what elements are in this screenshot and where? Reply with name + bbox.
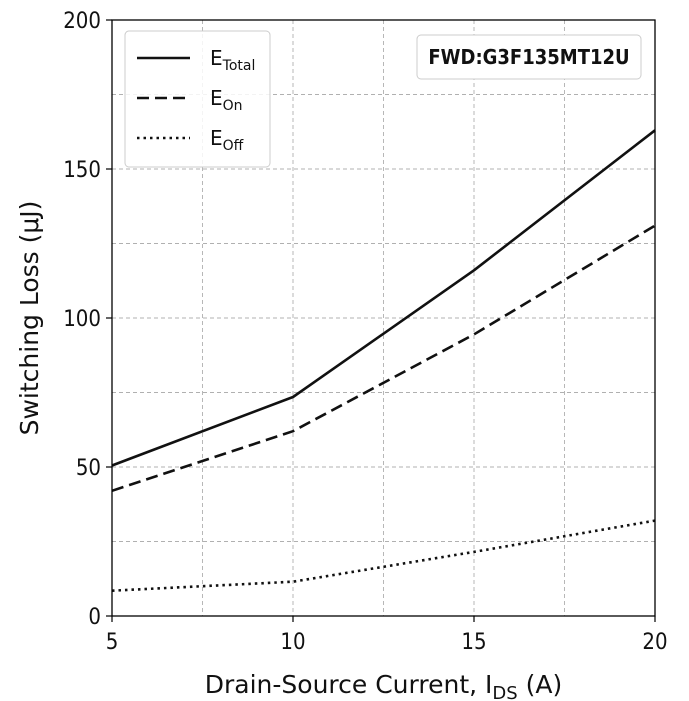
legend: ETotal EOn EOff [124,30,271,168]
legend-label-off: EOff [210,126,244,154]
x-tick-label: 5 [106,630,119,655]
device-annotation: FWD:G3F135MT12U [416,34,642,80]
y-tick-label: 150 [63,158,101,183]
y-axis-label: Switching Loss (μJ) [15,201,44,436]
series-line-total [111,129,656,467]
y-tick-label: 100 [63,307,101,332]
annotation-text: FWD:G3F135MT12U [428,45,629,69]
x-tick-label: 20 [642,630,667,655]
x-axis-label-main: Drain-Source Current, I [205,670,493,699]
x-axis-label-sub: DS [492,683,517,701]
annotation-box [416,34,642,80]
y-tick-label: 50 [76,456,101,481]
legend-label-on: EOn [210,86,243,114]
series-line-off [111,519,656,592]
x-axis-label-suffix: (A) [518,670,563,699]
legend-label-total: ETotal [210,46,255,74]
y-tick-label: 200 [63,9,101,34]
x-tick-label: 10 [280,630,305,655]
legend-box [124,30,271,168]
series-lines [111,129,656,592]
y-tick-label: 0 [88,605,101,630]
x-axis-label: Drain-Source Current, IDS (A) [205,670,563,701]
x-tick-label: 15 [461,630,486,655]
series-line-on [111,224,656,493]
